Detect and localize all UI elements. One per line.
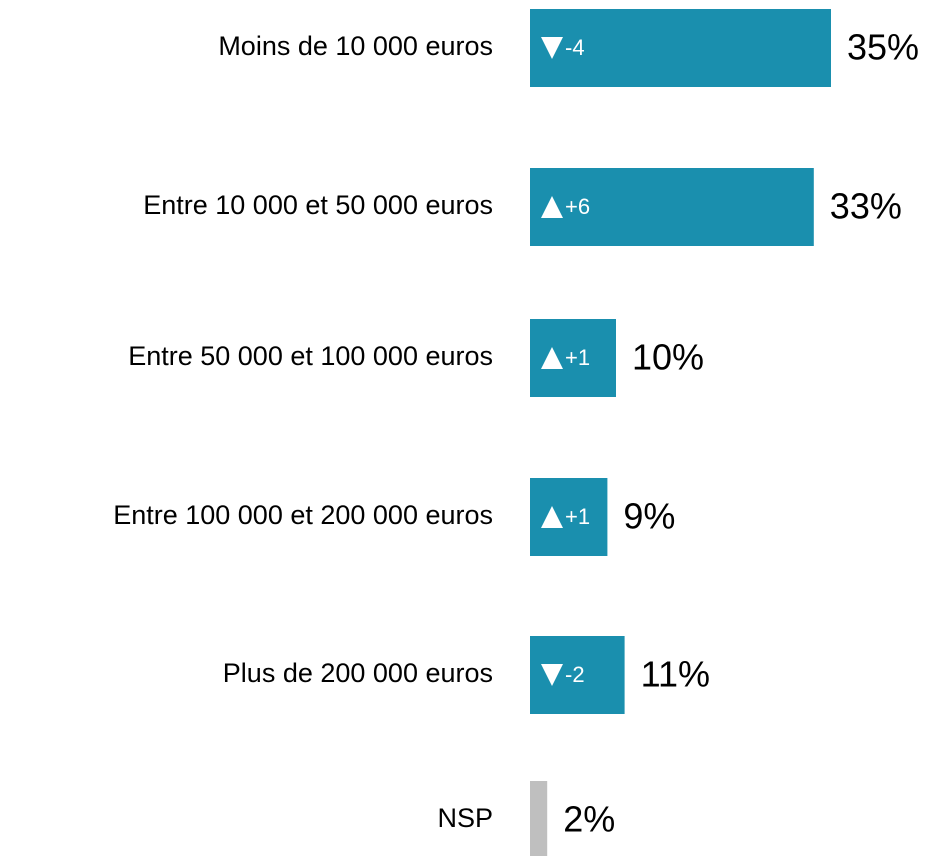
category-label: Entre 10 000 et 50 000 euros [143, 190, 493, 220]
change-arrow [541, 37, 563, 59]
category-label: Moins de 10 000 euros [218, 31, 493, 61]
value-label: 9% [623, 496, 675, 537]
bar [530, 636, 625, 714]
change-label: -2 [565, 662, 585, 687]
bar [530, 478, 608, 556]
bar [530, 9, 831, 87]
category-label: Entre 100 000 et 200 000 euros [113, 500, 493, 530]
category-label: Entre 50 000 et 100 000 euros [128, 341, 493, 371]
change-arrow [541, 347, 563, 369]
category-label: Plus de 200 000 euros [223, 658, 493, 688]
bar [530, 781, 548, 856]
change-arrow [541, 196, 563, 218]
change-label: -4 [565, 35, 585, 60]
value-label: 33% [830, 186, 902, 227]
bar [530, 319, 616, 397]
category-label: NSP [437, 803, 493, 833]
bar [530, 168, 814, 246]
change-arrow [541, 664, 563, 686]
value-label: 11% [641, 654, 710, 695]
value-label: 2% [563, 799, 615, 840]
value-label: 35% [847, 27, 919, 68]
change-label: +1 [565, 345, 590, 370]
change-arrow [541, 506, 563, 528]
change-label: +6 [565, 194, 590, 219]
value-label: 10% [632, 337, 704, 378]
change-label: +1 [565, 504, 590, 529]
